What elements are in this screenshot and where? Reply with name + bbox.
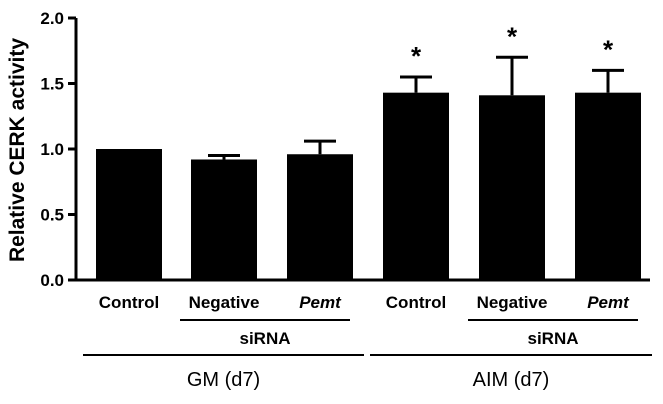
x-category-label: Control [386, 293, 446, 312]
x-category-label: Negative [189, 293, 260, 312]
x-category-label: Negative [477, 293, 548, 312]
bar [479, 95, 545, 280]
group-label: GM (d7) [187, 369, 260, 391]
bar [191, 159, 257, 280]
significance-marker: * [507, 21, 518, 51]
y-tick-label: 0.0 [40, 271, 64, 290]
bar [96, 149, 162, 280]
bar [383, 92, 449, 280]
y-tick-label: 1.5 [40, 75, 64, 94]
y-tick-label: 2.0 [40, 9, 64, 28]
plot-area: 0.0 0.5 1.0 1.5 2.0 Control Negative Pemt * Contr… [40, 9, 652, 391]
bar [287, 154, 353, 280]
y-axis-label: Relative CERK activity [6, 38, 29, 262]
y-tick-label: 0.5 [40, 206, 64, 225]
significance-marker: * [411, 41, 422, 71]
significance-marker: * [603, 34, 614, 64]
bar [575, 92, 641, 280]
x-category-label: Control [99, 293, 159, 312]
sirna-label: siRNA [239, 329, 290, 348]
x-category-label: Pemt [587, 293, 630, 312]
group-label: AIM (d7) [473, 369, 550, 391]
x-category-label: Pemt [299, 293, 342, 312]
sirna-label: siRNA [527, 329, 578, 348]
y-tick-label: 1.0 [40, 140, 64, 159]
